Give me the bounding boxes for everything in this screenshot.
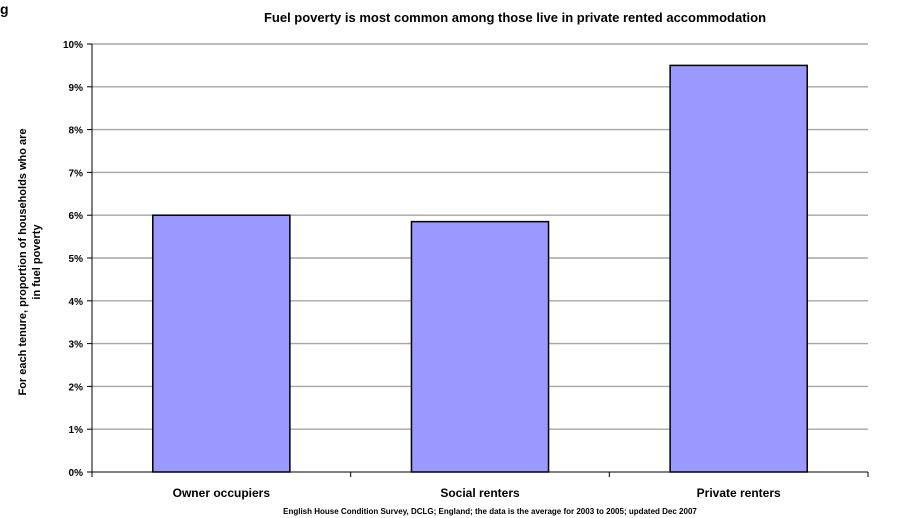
axes: [87, 43, 869, 477]
y-tick-label: 2%: [69, 382, 84, 393]
source-note: English House Condition Survey, DCLG; En…: [283, 507, 697, 516]
category-labels: Owner occupiers Social renters Private ren…: [173, 486, 781, 500]
y-tick-label: 7%: [69, 168, 84, 179]
bars: [152, 64, 808, 473]
bar-social-renters: [410, 220, 550, 473]
y-tick-label: 1%: [69, 425, 84, 436]
y-tick-label: 9%: [69, 83, 84, 94]
y-tick-label: 0%: [69, 468, 84, 479]
category-label: Owner occupiers: [173, 486, 271, 500]
bar-private-renters: [669, 64, 808, 473]
corner-fragment: g: [0, 1, 9, 17]
y-tick-label: 10%: [63, 40, 83, 51]
category-label: Private renters: [697, 486, 781, 500]
y-axis-label-line-1: For each tenure, proportion of household…: [17, 128, 29, 395]
y-tick-label: 6%: [69, 211, 84, 222]
y-tick-labels: 0% 1% 2% 3% 4% 5% 6% 7% 8% 9% 10%: [63, 40, 83, 479]
chart-title: Fuel poverty is most common among those …: [264, 10, 766, 25]
bar-owner-occupiers: [152, 214, 291, 473]
category-label: Social renters: [440, 486, 520, 500]
y-tick-label: 4%: [69, 297, 84, 308]
y-tick-label: 5%: [69, 254, 84, 265]
y-tick-label: 3%: [69, 340, 84, 351]
y-tick-label: 8%: [69, 126, 84, 137]
y-axis-label-line-2: in fuel poverty: [31, 224, 43, 300]
